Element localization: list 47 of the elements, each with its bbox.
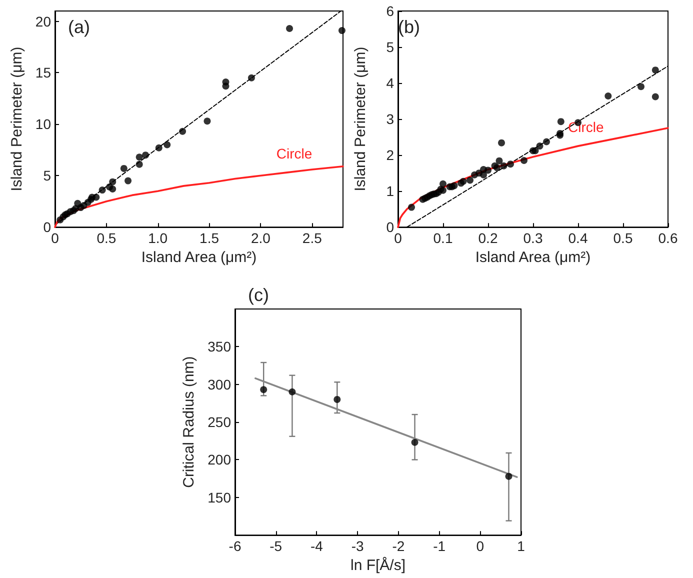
x-tick-label: 0.4 [568, 230, 588, 246]
x-tick-label: 1.0 [148, 230, 168, 246]
x-tick-label: 0.5 [613, 230, 633, 246]
y-tick-label: 150 [208, 489, 232, 506]
y-tick-label: 10 [35, 116, 52, 132]
y-tick-label: 350 [208, 338, 232, 355]
x-tick-label: 0.3 [523, 230, 543, 246]
x-axis-title: ln F[Å/s] [350, 556, 406, 574]
y-axis-title: Island Perimeter (μm) [8, 46, 26, 192]
x-tick-label: 0.1 [433, 230, 453, 246]
series-label: Circle [568, 119, 604, 136]
x-tick-label: 2.5 [302, 230, 322, 246]
x-tick-label: -2 [392, 538, 405, 554]
y-tick-label: 5 [386, 39, 394, 56]
x-tick-label: -1 [433, 538, 446, 554]
series-label: Circle [276, 146, 312, 162]
y-tick-label: 250 [208, 414, 232, 430]
y-tick-label: 300 [208, 376, 232, 392]
chart-title: (a) [68, 17, 90, 37]
y-tick-label: 0 [43, 219, 52, 236]
x-tick-label: -3 [351, 538, 364, 554]
y-axis-title: Island Perimeter (μm) [352, 46, 369, 192]
chart-title: (b) [398, 17, 420, 37]
x-tick-label: 1.5 [200, 230, 220, 246]
y-tick-label: 2 [386, 147, 394, 164]
y-tick-label: 20 [35, 13, 52, 30]
x-tick-label: 1 [517, 538, 526, 554]
x-tick-label: 2.0 [250, 230, 271, 246]
chart-title: (c) [248, 285, 269, 305]
y-tick-label: 6 [386, 3, 394, 19]
y-tick-label: 3 [386, 111, 394, 128]
y-tick-label: 0 [386, 219, 394, 236]
x-axis-title: Island Area (μm²) [141, 249, 257, 266]
x-tick-label: 0.6 [658, 230, 678, 246]
x-tick-label: 0.5 [96, 230, 116, 246]
y-tick-label: 1 [386, 183, 394, 200]
x-tick-label: 0.2 [478, 230, 498, 246]
x-tick-label: -5 [270, 538, 282, 554]
x-tick-label: 0 [476, 538, 484, 554]
y-axis-title: Critical Radius (nm) [180, 356, 198, 488]
x-tick-label: -4 [310, 538, 324, 554]
y-tick-label: 4 [386, 75, 394, 92]
y-tick-label: 15 [35, 64, 52, 81]
y-tick-label: 200 [208, 452, 232, 468]
x-axis-title: Island Area (μm²) [475, 249, 591, 266]
y-tick-label: 5 [43, 168, 52, 184]
x-tick-label: -6 [228, 538, 242, 554]
